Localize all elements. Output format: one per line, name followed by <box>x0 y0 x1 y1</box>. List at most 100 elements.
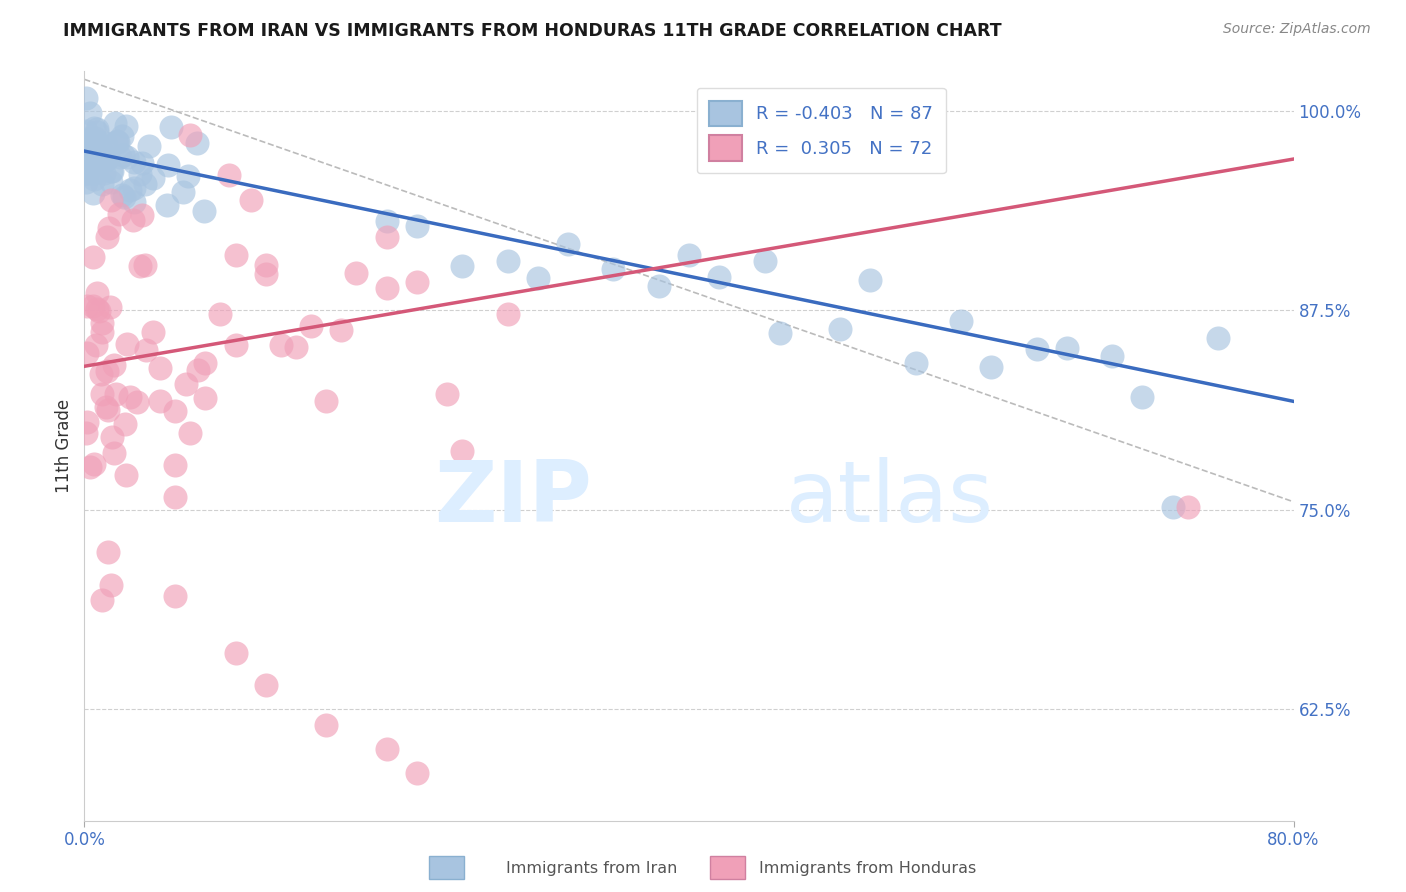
Point <box>496 253 519 268</box>
Point <box>299 318 322 333</box>
Point <box>98 300 121 314</box>
Point <box>156 158 179 172</box>
Point <box>83 121 105 136</box>
Point <box>111 128 134 143</box>
Text: ZIP: ZIP <box>434 457 592 540</box>
Point <box>149 394 172 409</box>
Point <box>90 317 112 331</box>
Point <box>122 195 145 210</box>
Point <box>84 130 107 145</box>
Point <box>270 338 292 352</box>
Point <box>186 136 208 150</box>
Point <box>82 299 104 313</box>
Point <box>1161 500 1184 514</box>
Point <box>76 158 98 172</box>
Point <box>1130 390 1153 404</box>
Point <box>96 229 118 244</box>
Point <box>165 404 187 418</box>
Point <box>160 120 183 134</box>
Point <box>97 220 120 235</box>
Point <box>709 270 731 285</box>
Point <box>165 590 187 604</box>
Point <box>100 578 122 592</box>
Point <box>225 338 247 352</box>
Text: Immigrants from Honduras: Immigrants from Honduras <box>759 861 977 876</box>
Point <box>859 273 882 287</box>
Point <box>100 175 122 189</box>
Point <box>557 237 579 252</box>
Point <box>131 155 153 169</box>
Point <box>769 326 792 340</box>
Point <box>135 343 157 357</box>
Point <box>128 259 150 273</box>
Point <box>75 91 97 105</box>
Point <box>97 403 120 417</box>
Point <box>76 166 98 180</box>
Point <box>225 248 247 262</box>
Point <box>101 430 124 444</box>
Point <box>602 262 624 277</box>
Point <box>93 166 115 180</box>
Point <box>315 394 337 409</box>
Point <box>112 190 135 204</box>
Point <box>97 545 120 559</box>
Point <box>79 459 101 474</box>
Point <box>76 346 98 360</box>
Point <box>177 169 200 183</box>
Point <box>108 207 131 221</box>
Point <box>104 136 127 150</box>
Point <box>131 208 153 222</box>
Point <box>75 165 97 179</box>
Point <box>194 356 217 370</box>
Point <box>950 314 973 328</box>
Point <box>678 248 700 262</box>
Point <box>82 149 104 163</box>
Point <box>149 361 172 376</box>
Point <box>165 490 187 504</box>
Point <box>125 395 148 409</box>
Point <box>111 188 134 202</box>
Point <box>76 156 98 170</box>
Point <box>97 151 120 165</box>
Point <box>225 646 247 660</box>
Point <box>90 177 112 191</box>
Point <box>91 592 114 607</box>
Point <box>375 230 398 244</box>
Point <box>75 425 97 440</box>
Point <box>100 164 122 178</box>
Point <box>194 391 217 405</box>
Point <box>330 323 353 337</box>
Point <box>87 303 110 318</box>
Point <box>79 106 101 120</box>
Point <box>436 386 458 401</box>
Point <box>451 444 474 458</box>
Point <box>1025 342 1047 356</box>
Point <box>101 163 124 178</box>
Point <box>239 194 262 208</box>
Point <box>1206 331 1229 345</box>
Point <box>107 135 129 149</box>
Point <box>94 153 117 168</box>
Point <box>179 128 201 143</box>
Point <box>1056 341 1078 355</box>
Point <box>79 141 101 155</box>
Point <box>254 678 277 692</box>
Text: Immigrants from Iran: Immigrants from Iran <box>506 861 678 876</box>
Point <box>129 167 152 181</box>
Point <box>84 150 107 164</box>
Point <box>107 134 129 148</box>
Point <box>1177 500 1199 514</box>
Legend: R = -0.403   N = 87, R =  0.305   N = 72: R = -0.403 N = 87, R = 0.305 N = 72 <box>697 88 946 173</box>
Point <box>406 765 429 780</box>
Point <box>83 134 105 148</box>
Point <box>115 150 138 164</box>
Point <box>76 143 98 157</box>
Point <box>830 322 852 336</box>
Text: atlas: atlas <box>786 457 994 540</box>
Point <box>86 301 108 316</box>
Point <box>156 198 179 212</box>
Point <box>84 338 107 352</box>
Point <box>124 155 146 169</box>
Point <box>138 138 160 153</box>
Point <box>209 307 232 321</box>
